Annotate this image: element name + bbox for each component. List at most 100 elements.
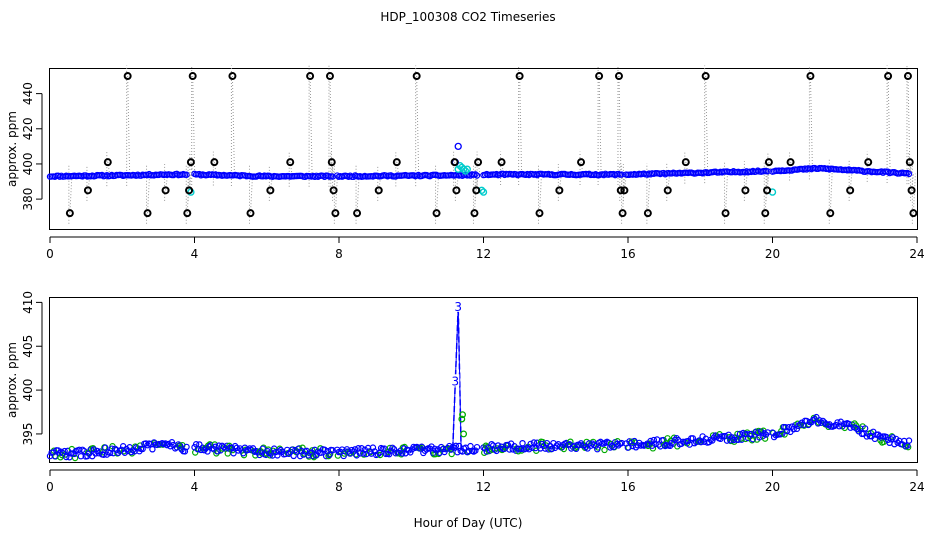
top-outlier-point (595, 72, 604, 81)
bottom-secondary-point (734, 430, 741, 438)
bottom-spike-secondary-point (459, 411, 466, 419)
top-outlier-point (616, 186, 625, 195)
bottom-data-point (796, 421, 804, 428)
top-x-tick-label: 0 (46, 247, 54, 261)
bottom-data-point (63, 453, 70, 461)
top-x-tick-label: 16 (620, 247, 635, 261)
top-outlier-point (246, 209, 255, 218)
top-drop-line (622, 174, 626, 214)
top-drop-line (580, 162, 584, 175)
bottom-data-point (351, 446, 359, 453)
bottom-x-tick-label: 20 (765, 480, 780, 494)
top-drop-line (477, 162, 481, 175)
top-outlier-point (65, 209, 74, 218)
top-y-tick-label: 400 (21, 152, 35, 175)
top-drop-line (436, 175, 440, 214)
top-outlier-point (325, 72, 334, 81)
bottom-data-point (149, 446, 156, 453)
top-drop-line (107, 162, 111, 176)
top-drop-line (334, 176, 338, 214)
top-outlier-point (515, 72, 524, 81)
bottom-data-point (162, 440, 169, 447)
top-drop-line (473, 174, 477, 214)
bottom-data-point (783, 427, 791, 435)
bottom-data-point (473, 443, 481, 451)
top-outlier-point (452, 186, 461, 195)
bottom-x-tick-label: 24 (909, 480, 924, 494)
top-outlier-point (470, 209, 479, 218)
top-drop-line (647, 173, 651, 214)
bottom-data-point (418, 443, 425, 450)
bottom-secondary-point (601, 446, 608, 454)
bottom-x-tick-label: 8 (335, 480, 343, 494)
top-drop-line (231, 76, 235, 176)
top-outlier-point (331, 209, 340, 218)
top-outlier-point (786, 158, 795, 167)
top-outlier-point (286, 158, 295, 167)
top-outlier-point (618, 209, 627, 218)
top-outlier-point (555, 186, 564, 195)
top-outlier-point (663, 186, 672, 195)
bottom-data-point (61, 447, 68, 455)
bottom-data-point (360, 450, 367, 457)
bottom-data-point (214, 448, 221, 455)
bottom-data-point (671, 436, 679, 444)
top-outlier-point (228, 72, 237, 81)
x-axis-label: Hour of Day (UTC) (414, 516, 523, 530)
top-y-tick-label: 420 (21, 117, 35, 140)
bottom-data-point (389, 444, 396, 451)
bottom-data-point (121, 449, 128, 456)
top-outlier-point (884, 72, 893, 81)
top-outlier-point (474, 158, 483, 167)
top-drop-line (190, 162, 194, 175)
top-outlier-point (643, 209, 652, 218)
top-drop-line (912, 173, 916, 214)
top-outlier-point (577, 158, 586, 167)
top-drop-line (309, 76, 313, 177)
bottom-data-point (311, 446, 318, 454)
top-outlier-point (741, 186, 750, 195)
top-outlier-point (432, 209, 441, 218)
top-outlier-point (161, 186, 170, 195)
top-outlier-point (266, 186, 275, 195)
bottom-data-point (519, 439, 526, 447)
bottom-spike-label: 3 (452, 374, 460, 388)
bottom-spike-label: 3 (454, 300, 462, 314)
top-plot-frame (49, 68, 918, 230)
bottom-data-point (813, 413, 820, 421)
bottom-data-point (321, 446, 328, 453)
top-outlier-point (614, 72, 623, 81)
bottom-data-point (861, 425, 869, 432)
top-outlier-point (681, 158, 690, 167)
top-data-point (473, 172, 481, 179)
top-outlier-point (535, 209, 544, 218)
bottom-data-point (618, 439, 625, 447)
top-outlier-point (83, 186, 92, 195)
top-outlier-point (185, 186, 194, 195)
top-outlier-point (909, 209, 918, 218)
top-drop-line (909, 162, 913, 174)
bottom-data-point (506, 446, 513, 453)
bottom-axes: 0 4 8 12 16 20 24 395 400 405 410 (21, 291, 925, 494)
top-drop-line (213, 162, 217, 176)
top-outlier-point (450, 158, 459, 167)
top-x-tick-label: 4 (191, 247, 199, 261)
bottom-data-point (530, 439, 538, 446)
bottom-x-tick-label: 4 (191, 480, 199, 494)
top-spike-point (454, 142, 462, 151)
bottom-y-tick-label: 395 (21, 422, 35, 445)
top-drop-line (907, 76, 911, 174)
bottom-data-point (905, 437, 913, 444)
bottom-spike-line-solid (452, 306, 462, 448)
top-drop-line (705, 76, 709, 173)
top-outlier-point (903, 72, 912, 81)
top-outlier-point (721, 209, 730, 218)
bottom-data-point (274, 452, 281, 459)
top-drop-line (538, 174, 542, 214)
top-drop-line (186, 174, 190, 214)
top-outlier-point (143, 209, 152, 218)
bottom-data-point (230, 450, 237, 457)
top-drop-line (356, 176, 360, 214)
top-y-tick-label: 380 (21, 188, 35, 211)
top-outlier-point (412, 72, 421, 81)
